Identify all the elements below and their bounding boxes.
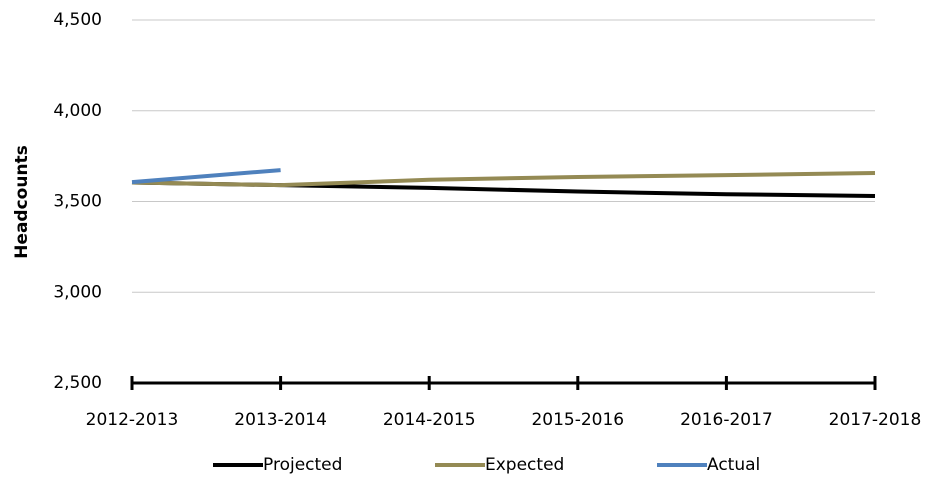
y-tick-label: 2,500 xyxy=(53,373,102,393)
x-tick-label: 2017-2018 xyxy=(829,410,922,430)
x-tick-label: 2012-2013 xyxy=(86,410,179,430)
x-tick-label: 2015-2016 xyxy=(531,410,624,430)
y-tick-label: 3,000 xyxy=(53,282,102,302)
y-tick-label: 4,500 xyxy=(53,10,102,30)
legend-label: Actual xyxy=(707,455,760,475)
x-tick-label: 2013-2014 xyxy=(234,410,327,430)
y-axis-label: Headcounts xyxy=(12,145,32,259)
x-tick-label: 2016-2017 xyxy=(680,410,773,430)
legend-label: Projected xyxy=(263,455,342,475)
y-tick-label: 3,500 xyxy=(53,192,102,212)
series-line xyxy=(131,168,281,185)
series-line xyxy=(131,171,876,188)
x-tick-label: 2014-2015 xyxy=(383,410,476,430)
y-tick-label: 4,000 xyxy=(53,101,102,121)
legend-label: Expected xyxy=(485,455,564,475)
